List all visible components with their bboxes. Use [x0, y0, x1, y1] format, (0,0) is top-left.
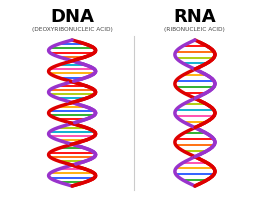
Text: DNA: DNA: [50, 8, 94, 26]
Text: (DEOXYRIBONUCLEIC ACID): (DEOXYRIBONUCLEIC ACID): [32, 27, 112, 32]
Text: RNA: RNA: [174, 8, 216, 26]
Text: (RIBONUCLEIC ACID): (RIBONUCLEIC ACID): [164, 27, 225, 32]
